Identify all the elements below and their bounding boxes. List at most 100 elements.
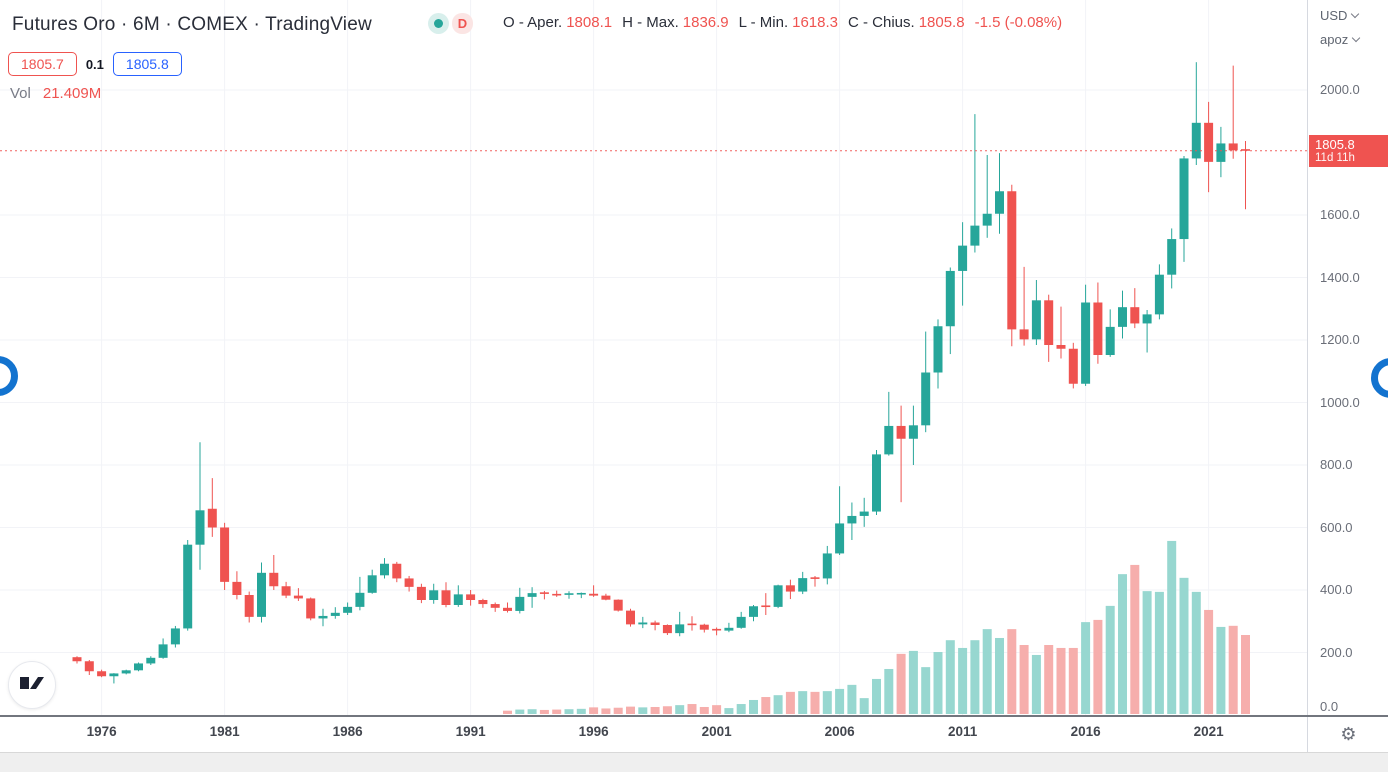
interval-widget[interactable]: D bbox=[428, 13, 473, 34]
candle-body bbox=[183, 544, 193, 629]
volume-bar bbox=[724, 708, 734, 714]
candle-body bbox=[921, 372, 931, 426]
candle-body bbox=[908, 425, 918, 439]
volume-bar bbox=[884, 668, 894, 714]
candle-body bbox=[490, 604, 500, 608]
candle-body bbox=[933, 326, 943, 373]
candle-body bbox=[1216, 143, 1226, 162]
candle-body bbox=[712, 628, 722, 631]
year-tick-label: 2011 bbox=[947, 724, 978, 739]
currency-dropdown[interactable]: USD bbox=[1320, 8, 1360, 23]
ask-price-button[interactable]: 1805.8 bbox=[112, 52, 182, 76]
volume-bar bbox=[552, 709, 562, 714]
left-edge-ring-annotation bbox=[0, 356, 18, 396]
candle-body bbox=[318, 615, 328, 619]
candle-body bbox=[552, 593, 562, 596]
tradingview-logo-glyph bbox=[19, 677, 44, 689]
ohlc-item: C - Chius. 1805.8 bbox=[848, 14, 965, 31]
footer-strip bbox=[0, 752, 1388, 772]
tradingview-logo[interactable] bbox=[8, 661, 56, 709]
candle-body bbox=[97, 671, 107, 677]
settings-gear-icon[interactable]: ⚙ bbox=[1340, 723, 1357, 744]
volume-bar bbox=[859, 698, 869, 714]
candle-body bbox=[958, 245, 968, 271]
price-axis[interactable]: USD apoz 2000.0 1600.0 1400.0 1200.0 1000.0 8… bbox=[1307, 0, 1388, 752]
candle-body bbox=[170, 628, 180, 645]
pane-separator bbox=[0, 715, 1388, 717]
candle-body bbox=[798, 578, 808, 592]
ohlc-value: 1836.9 bbox=[682, 14, 729, 31]
volume-bar bbox=[933, 652, 943, 714]
volume-bar bbox=[613, 707, 623, 714]
candle-body bbox=[736, 616, 746, 628]
price-tick-label: 200.0 bbox=[1320, 644, 1353, 660]
candle-body bbox=[404, 578, 414, 587]
candle-body bbox=[416, 586, 426, 600]
volume-bar bbox=[835, 688, 845, 714]
volume-bar bbox=[626, 706, 635, 714]
currency-label: USD bbox=[1320, 8, 1348, 23]
volume-bar bbox=[945, 640, 955, 714]
unit-dropdown[interactable]: apoz bbox=[1320, 32, 1361, 47]
ohlc-item: L - Min. 1618.3 bbox=[739, 14, 838, 31]
candle-body bbox=[1191, 122, 1201, 159]
volume-bar bbox=[699, 706, 709, 714]
interval-badge[interactable]: D bbox=[452, 13, 473, 34]
price-tick-label: 0.0 bbox=[1320, 699, 1339, 714]
year-tick-label: 1996 bbox=[578, 724, 609, 739]
candle-body bbox=[1142, 314, 1152, 324]
ohlc-label: O - Aper. bbox=[503, 14, 563, 31]
volume-bar bbox=[921, 667, 931, 714]
chevron-down-icon bbox=[1351, 9, 1360, 19]
chevron-down-icon bbox=[1351, 33, 1361, 43]
ohlc-label: L - Min. bbox=[738, 14, 789, 31]
candle-body bbox=[970, 225, 980, 246]
candle-body bbox=[429, 590, 439, 600]
volume-bar bbox=[589, 707, 599, 714]
volume-bar bbox=[515, 709, 525, 714]
volume-bar bbox=[1130, 564, 1140, 714]
candle-body bbox=[84, 661, 94, 672]
year-tick-label: 2001 bbox=[701, 724, 732, 739]
bid-price-button[interactable]: 1805.7 bbox=[8, 52, 77, 76]
volume-bar bbox=[872, 678, 881, 714]
candle-body bbox=[626, 610, 635, 625]
volume-bar bbox=[1191, 591, 1201, 714]
candle-body bbox=[220, 527, 230, 582]
volume-bar bbox=[527, 709, 537, 714]
candle-body bbox=[1068, 348, 1078, 384]
candle-body bbox=[1044, 300, 1054, 345]
candle-body bbox=[564, 593, 574, 595]
volume-bar bbox=[662, 706, 672, 714]
volume-bar bbox=[638, 707, 648, 714]
candle-body bbox=[478, 600, 488, 605]
volume-bar bbox=[1093, 619, 1103, 714]
candle-body bbox=[982, 213, 992, 226]
price-tick-label: 1000.0 bbox=[1320, 394, 1360, 410]
symbol-title[interactable]: Futures Oro · 6M · COMEX · TradingView bbox=[12, 14, 372, 35]
price-tick-label: 2000.0 bbox=[1320, 82, 1360, 97]
ohlc-readout: O - Aper. 1808.1 H - Max. 1836.9 L - Min. 161… bbox=[503, 14, 1062, 31]
time-axis[interactable]: 1976 1981 1986 1991 1996 2001 2006 2011 2016 2021 bbox=[0, 717, 1307, 752]
volume-bar bbox=[675, 705, 685, 714]
candlestick-chart-canvas[interactable] bbox=[0, 0, 1307, 717]
price-tick-label: 1200.0 bbox=[1320, 332, 1360, 347]
candle-body bbox=[453, 594, 463, 605]
candle-body bbox=[1019, 329, 1029, 340]
ohlc-item: O - Aper. 1808.1 bbox=[503, 14, 612, 31]
year-tick-label: 2006 bbox=[824, 724, 855, 739]
volume-bar bbox=[822, 691, 832, 714]
volume-bar bbox=[1241, 635, 1250, 714]
year-tick-label: 2021 bbox=[1193, 724, 1224, 739]
volume-label: Vol bbox=[10, 85, 31, 102]
candle-body bbox=[749, 606, 758, 617]
candle-body bbox=[441, 590, 451, 605]
volume-bar bbox=[1142, 591, 1152, 714]
candle-body bbox=[281, 586, 291, 596]
candle-body bbox=[884, 425, 894, 455]
ohlc-label: C - Chius. bbox=[848, 14, 915, 31]
candle-body bbox=[1179, 158, 1189, 240]
candle-body bbox=[503, 607, 512, 611]
volume-bar bbox=[761, 697, 771, 714]
